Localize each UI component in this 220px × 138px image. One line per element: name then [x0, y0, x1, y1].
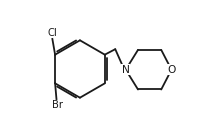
Text: N: N — [122, 65, 130, 75]
Text: O: O — [167, 65, 176, 75]
Text: Br: Br — [52, 100, 63, 110]
Text: Cl: Cl — [48, 28, 57, 38]
